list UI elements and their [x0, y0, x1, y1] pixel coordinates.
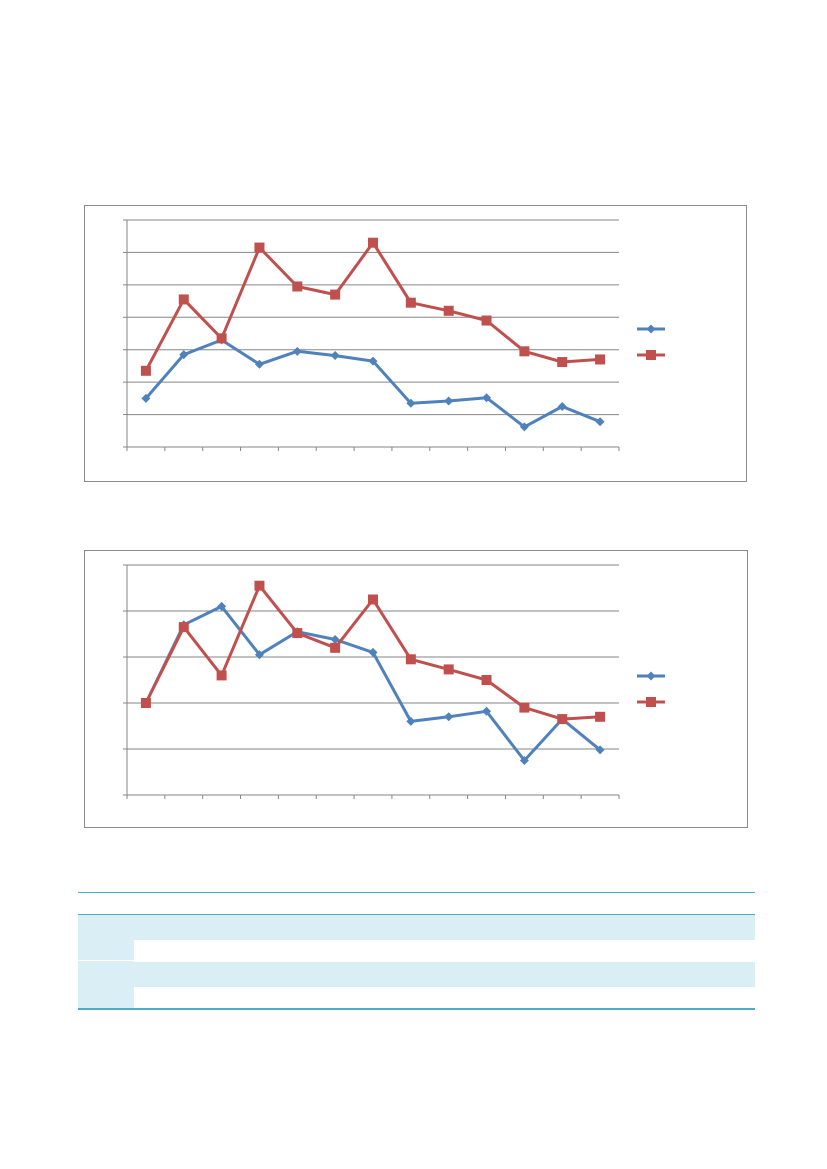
- series-1-point: [330, 635, 340, 645]
- series-2-point: [481, 675, 492, 685]
- series-2-point: [368, 237, 378, 248]
- series-1-point: [217, 601, 227, 611]
- series-1-point: [368, 356, 378, 366]
- series-2-point: [178, 622, 189, 633]
- legend-marker-series-1: [646, 324, 656, 334]
- table-header-rule: [78, 914, 755, 915]
- series-2-point: [216, 333, 227, 344]
- series-1-line: [144, 604, 602, 762]
- table-row: [134, 962, 755, 987]
- chart-1-plot: [123, 219, 665, 451]
- series-2-point: [178, 294, 189, 305]
- series-2-point: [254, 242, 265, 253]
- series-2-point: [140, 365, 151, 376]
- series-2-point: [443, 305, 454, 316]
- series-1-point: [482, 706, 492, 716]
- series-1-point: [179, 350, 189, 360]
- series-2-point: [519, 346, 530, 357]
- chart-2: [84, 550, 748, 828]
- series-1-point: [595, 745, 605, 755]
- legend-marker-series-2: [646, 350, 656, 360]
- series-2-point: [557, 714, 568, 725]
- series-2-point: [292, 628, 303, 639]
- series-2-point: [595, 711, 606, 722]
- series-2-point: [443, 664, 454, 675]
- series-2-point: [292, 281, 303, 292]
- chart-2-plot: [123, 564, 665, 799]
- chart-1: [84, 205, 747, 482]
- series-1-point: [444, 712, 454, 722]
- series-1-point: [557, 401, 567, 411]
- series-2-point: [595, 354, 606, 365]
- data-table: [78, 892, 755, 1010]
- table-top-rule: [78, 892, 755, 893]
- table-row: [134, 915, 755, 940]
- series-2-point: [481, 315, 492, 326]
- series-1-point: [406, 716, 416, 726]
- series-1-point: [292, 346, 302, 356]
- series-1-point: [519, 422, 529, 432]
- series-2-point: [405, 654, 416, 665]
- table-row-header-cell: [78, 915, 134, 960]
- table-bottom-rule: [78, 1008, 755, 1010]
- series-2-point: [330, 642, 341, 653]
- series-2-point: [519, 702, 530, 713]
- series-2-point: [557, 357, 568, 368]
- series-1-point: [254, 650, 264, 660]
- series-1-point: [519, 756, 529, 765]
- series-2-point: [405, 297, 416, 308]
- series-1-point: [482, 393, 492, 403]
- series-1-point: [141, 393, 151, 403]
- series-2-point: [216, 670, 227, 681]
- legend-marker-series-2: [646, 697, 656, 707]
- legend-marker-series-1: [646, 671, 656, 681]
- series-1-point: [595, 417, 605, 427]
- series-1-point: [406, 398, 416, 408]
- series-2-line: [144, 241, 601, 372]
- series-1-point: [368, 647, 378, 657]
- table-row-header-cell: [78, 961, 134, 1008]
- series-2-point: [254, 580, 265, 591]
- series-2-point: [140, 698, 151, 708]
- series-1-point: [254, 359, 264, 369]
- series-2-point: [330, 289, 341, 300]
- series-2-point: [368, 594, 378, 605]
- series-1-point: [330, 351, 340, 361]
- series-1-point: [444, 396, 454, 406]
